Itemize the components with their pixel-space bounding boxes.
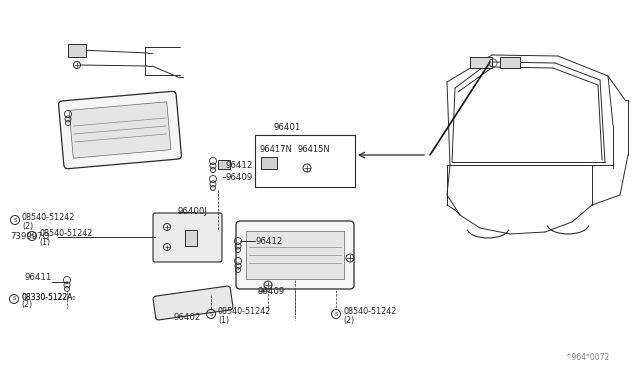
FancyBboxPatch shape: [236, 221, 354, 289]
Bar: [470, 57, 492, 68]
Text: 08330-5122A₀: 08330-5122A₀: [21, 292, 76, 301]
Text: 08540-51242: 08540-51242: [39, 230, 92, 238]
Text: S: S: [209, 311, 212, 317]
Text: 96412: 96412: [225, 161, 252, 170]
Text: 08330-5122A: 08330-5122A: [21, 292, 72, 301]
Text: S: S: [30, 234, 34, 238]
Bar: [255, 135, 355, 187]
FancyBboxPatch shape: [59, 91, 181, 169]
Text: S: S: [334, 311, 338, 317]
FancyBboxPatch shape: [153, 286, 233, 320]
Text: 96400J: 96400J: [178, 208, 208, 217]
Text: 08540-51242: 08540-51242: [22, 214, 76, 222]
Text: (1): (1): [218, 315, 229, 324]
Bar: [185, 230, 197, 246]
Text: 96411: 96411: [24, 273, 52, 282]
Text: 96401: 96401: [273, 122, 300, 131]
Text: (1): (1): [39, 237, 50, 247]
Text: 96409: 96409: [225, 173, 252, 182]
FancyBboxPatch shape: [153, 213, 222, 262]
Text: 96417N: 96417N: [259, 145, 292, 154]
Text: S: S: [12, 296, 16, 301]
Bar: [68, 44, 86, 57]
Bar: [69, 102, 171, 158]
Bar: [261, 157, 277, 169]
Text: (2): (2): [343, 315, 355, 324]
Text: 08540-51242: 08540-51242: [343, 308, 396, 317]
Bar: [218, 160, 230, 169]
Text: ^964*0072: ^964*0072: [565, 353, 609, 362]
Bar: [246, 231, 344, 279]
Text: 96402: 96402: [173, 312, 200, 321]
Text: S: S: [13, 218, 17, 222]
Text: 96415N: 96415N: [297, 145, 330, 154]
Text: 96409: 96409: [258, 288, 285, 296]
Text: 08540-51242: 08540-51242: [218, 308, 271, 317]
Text: (2): (2): [21, 301, 32, 310]
Text: 96412: 96412: [255, 237, 282, 246]
Text: (2): (2): [22, 221, 33, 231]
Text: 739997Q: 739997Q: [10, 232, 49, 241]
Bar: [500, 57, 520, 68]
